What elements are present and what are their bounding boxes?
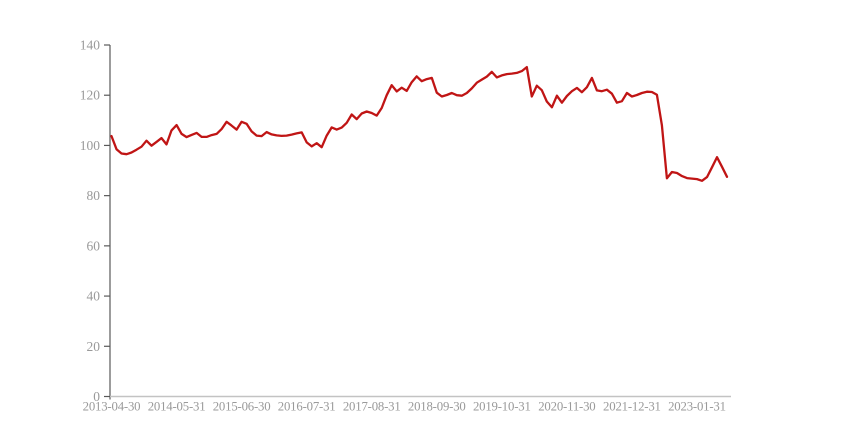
x-axis-tick-label: 2019-10-31	[473, 400, 531, 414]
y-axis-tick-label: 140	[80, 38, 101, 53]
x-axis-tick-label: 2018-09-30	[408, 400, 466, 414]
y-axis-tick-label: 0	[93, 389, 100, 404]
y-axis-tick-label: 60	[87, 238, 101, 253]
x-axis-tick-label: 2020-11-30	[538, 400, 595, 414]
y-axis-tick-label: 100	[80, 138, 101, 153]
x-axis-tick-label: 2017-08-31	[343, 400, 401, 414]
x-axis-tick-label: 2014-05-31	[148, 400, 206, 414]
y-axis-tick-label: 40	[87, 289, 101, 304]
y-axis-tick-label: 80	[87, 188, 101, 203]
x-axis-tick-label: 2021-12-31	[603, 400, 661, 414]
series-line	[110, 65, 729, 182]
y-axis-tick-label: 120	[80, 88, 101, 103]
x-axis-tick-label: 2013-04-30	[83, 400, 141, 414]
x-axis-tick-label: 2023-01-31	[668, 400, 726, 414]
x-axis-tick-label: 2015-06-30	[213, 400, 271, 414]
y-axis-tick-label: 20	[87, 339, 101, 354]
x-axis-tick-label: 2016-07-31	[278, 400, 336, 414]
